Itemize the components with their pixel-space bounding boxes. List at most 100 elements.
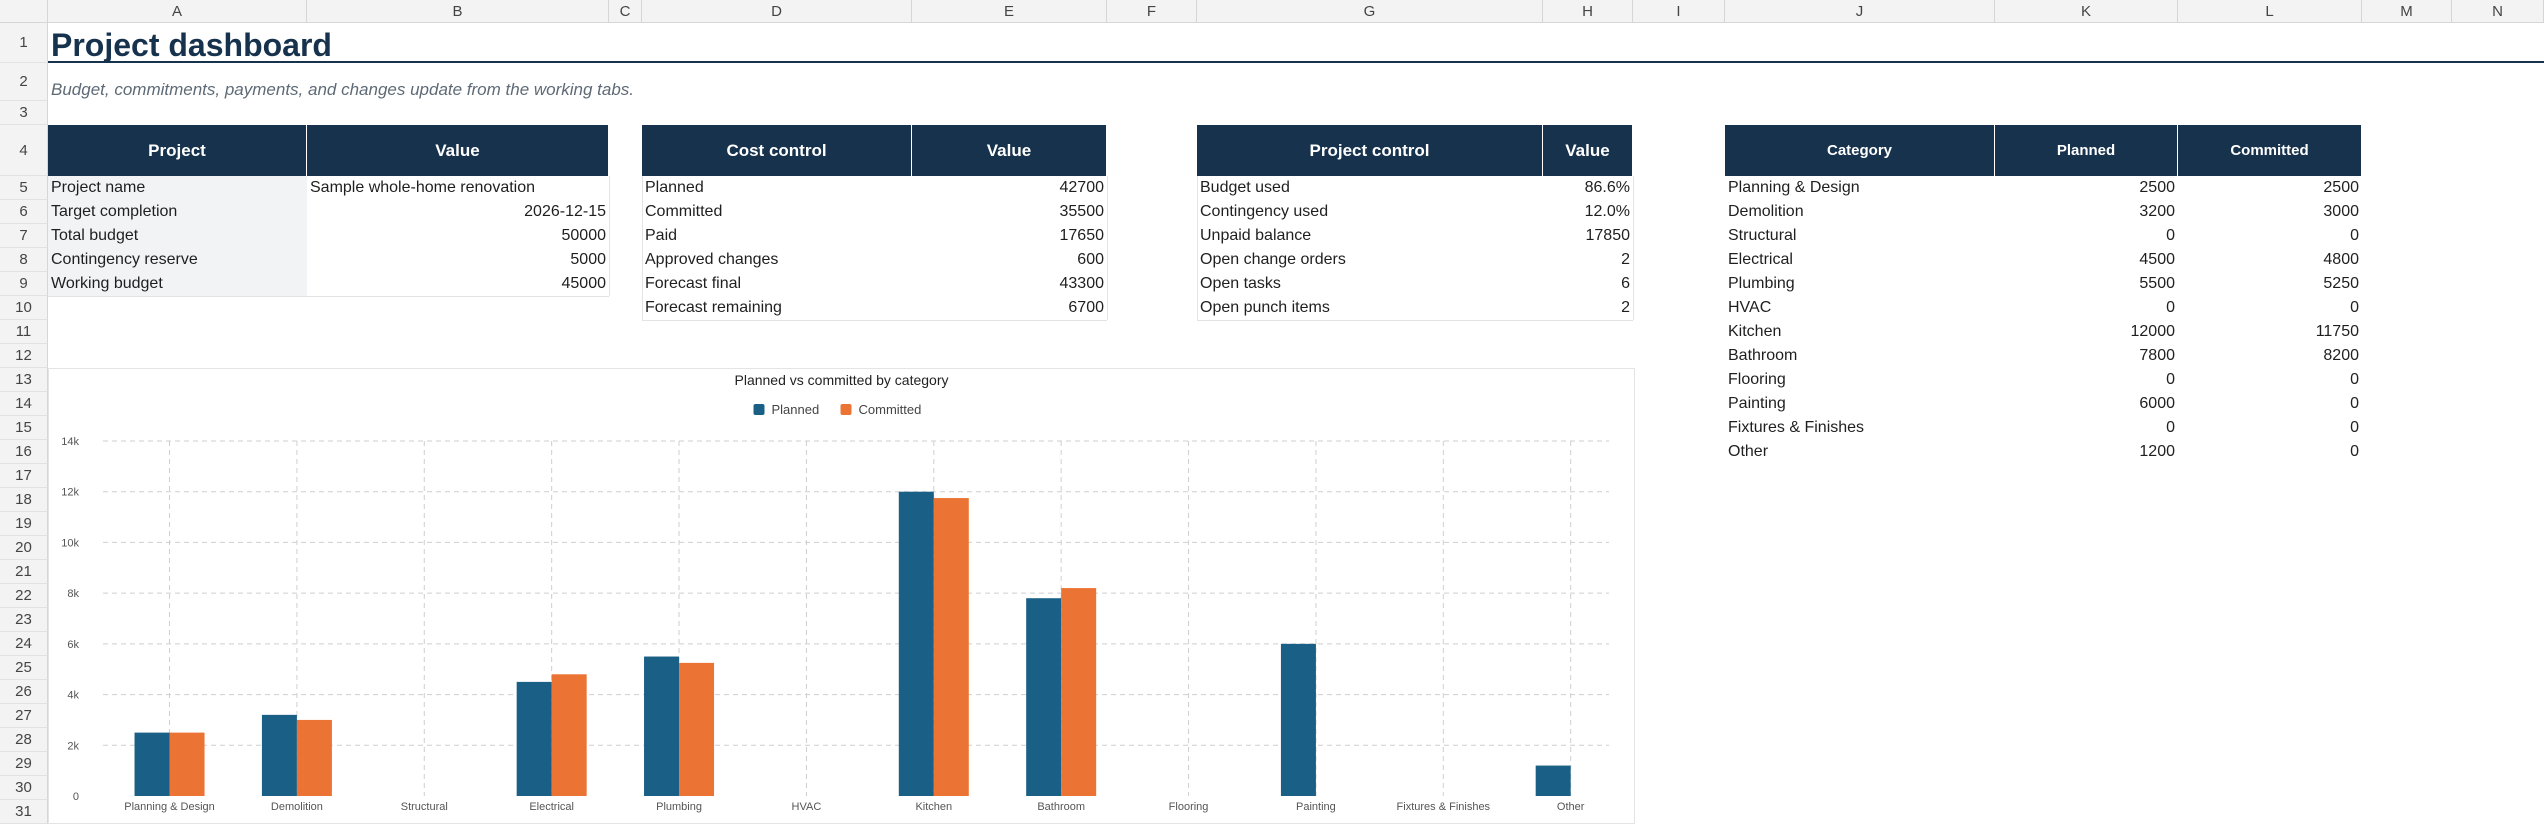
control-field-value[interactable]: 12.0% (1584, 203, 1630, 220)
control-field-value[interactable]: 86.6% (1584, 179, 1630, 196)
column-header[interactable]: B (307, 0, 609, 23)
cost-field-label[interactable]: Paid (645, 227, 678, 244)
category-planned[interactable]: 7800 (2139, 347, 2175, 364)
column-header[interactable]: A (48, 0, 307, 23)
project-field-value[interactable]: 45000 (561, 275, 607, 292)
category-planned[interactable]: 1200 (2139, 443, 2175, 460)
category-committed[interactable]: 11750 (2315, 323, 2359, 340)
category-planned[interactable]: 2500 (2139, 179, 2175, 196)
category-committed[interactable]: 4800 (2323, 251, 2359, 268)
control-field-label[interactable]: Budget used (1200, 179, 1290, 196)
row-header[interactable]: 9 (0, 272, 48, 296)
control-field-label[interactable]: Contingency used (1200, 203, 1329, 220)
category-planned[interactable]: 0 (2166, 299, 2175, 316)
category-committed[interactable]: 0 (2350, 227, 2359, 244)
row-header[interactable]: 21 (0, 560, 48, 584)
category-committed[interactable]: 3000 (2323, 203, 2359, 220)
control-value-header[interactable]: Value (1543, 125, 1633, 176)
column-header[interactable]: I (1633, 0, 1725, 23)
row-header[interactable]: 12 (0, 344, 48, 368)
column-header[interactable]: J (1725, 0, 1995, 23)
row-header[interactable]: 5 (0, 176, 48, 200)
column-header[interactable]: D (642, 0, 912, 23)
control-field-value[interactable]: 17850 (1585, 227, 1631, 244)
category-name[interactable]: Structural (1728, 227, 1797, 244)
column-header[interactable]: E (912, 0, 1107, 23)
column-header[interactable]: G (1197, 0, 1543, 23)
category-planned[interactable]: 0 (2166, 419, 2175, 436)
category-name[interactable]: Fixtures & Finishes (1728, 419, 1865, 436)
planned-header[interactable]: Planned (1995, 125, 2178, 176)
category-committed[interactable]: 0 (2350, 395, 2359, 412)
control-field-label[interactable]: Open punch items (1200, 299, 1330, 316)
category-committed[interactable]: 0 (2350, 419, 2359, 436)
category-planned[interactable]: 3200 (2139, 203, 2175, 220)
category-planned[interactable]: 0 (2166, 371, 2175, 388)
row-header[interactable]: 22 (0, 584, 48, 608)
category-committed[interactable]: 0 (2350, 299, 2359, 316)
row-header[interactable]: 16 (0, 440, 48, 464)
control-field-value[interactable]: 2 (1621, 251, 1630, 268)
control-field-label[interactable]: Open tasks (1200, 275, 1281, 292)
row-header[interactable]: 26 (0, 680, 48, 704)
row-header[interactable]: 6 (0, 200, 48, 224)
row-header[interactable]: 18 (0, 488, 48, 512)
row-header[interactable]: 25 (0, 656, 48, 680)
category-name[interactable]: Kitchen (1728, 323, 1782, 340)
category-name[interactable]: Planning & Design (1728, 179, 1860, 196)
row-header[interactable]: 1 (0, 23, 48, 63)
project-value-header[interactable]: Value (307, 125, 609, 176)
category-planned[interactable]: 6000 (2139, 395, 2175, 412)
column-header[interactable]: N (2452, 0, 2544, 23)
project-field-value[interactable]: Sample whole-home renovation (310, 179, 536, 196)
project-field-label[interactable]: Contingency reserve (48, 248, 307, 272)
category-name[interactable]: Painting (1728, 395, 1786, 412)
row-header[interactable]: 19 (0, 512, 48, 536)
row-header[interactable]: 24 (0, 632, 48, 656)
row-header[interactable]: 11 (0, 320, 48, 344)
committed-header[interactable]: Committed (2178, 125, 2362, 176)
row-header[interactable]: 13 (0, 368, 48, 392)
project-field-label[interactable]: Target completion (48, 200, 307, 224)
row-header[interactable]: 10 (0, 296, 48, 320)
category-name[interactable]: Electrical (1728, 251, 1793, 268)
project-field-label[interactable]: Project name (48, 176, 307, 200)
category-committed[interactable]: 8200 (2323, 347, 2359, 364)
row-header[interactable]: 17 (0, 464, 48, 488)
category-committed[interactable]: 0 (2350, 371, 2359, 388)
category-name[interactable]: Bathroom (1728, 347, 1798, 364)
project-field-value[interactable]: 50000 (561, 227, 607, 244)
cost-field-value[interactable]: 35500 (1059, 203, 1105, 220)
project-field-label[interactable]: Total budget (48, 224, 307, 248)
row-header[interactable]: 31 (0, 800, 48, 824)
cost-field-value[interactable]: 42700 (1059, 179, 1105, 196)
category-planned[interactable]: 12000 (2130, 323, 2176, 340)
category-header[interactable]: Category (1725, 125, 1995, 176)
cost-field-value[interactable]: 6700 (1068, 299, 1104, 316)
project-header[interactable]: Project (48, 125, 307, 176)
chart-container[interactable]: Planned vs committed by category Planned C… (48, 368, 1635, 824)
control-field-label[interactable]: Unpaid balance (1200, 227, 1312, 244)
cost-control-header[interactable]: Cost control (642, 125, 912, 176)
column-header[interactable]: H (1543, 0, 1633, 23)
row-header[interactable]: 28 (0, 728, 48, 752)
control-field-label[interactable]: Open change orders (1200, 251, 1346, 268)
cost-field-value[interactable]: 17650 (1059, 227, 1105, 244)
cost-field-label[interactable]: Planned (645, 179, 704, 196)
column-header[interactable]: M (2362, 0, 2452, 23)
category-name[interactable]: HVAC (1728, 299, 1772, 316)
category-name[interactable]: Flooring (1728, 371, 1786, 388)
project-field-value[interactable]: 5000 (570, 251, 606, 268)
row-header[interactable]: 8 (0, 248, 48, 272)
row-header[interactable]: 14 (0, 392, 48, 416)
category-committed[interactable]: 5250 (2323, 275, 2359, 292)
row-header[interactable]: 2 (0, 63, 48, 101)
control-field-value[interactable]: 2 (1621, 299, 1630, 316)
project-field-value[interactable]: 2026-12-15 (524, 203, 606, 220)
row-header[interactable]: 7 (0, 224, 48, 248)
column-header[interactable]: C (609, 0, 642, 23)
cost-field-value[interactable]: 600 (1077, 251, 1104, 268)
category-name[interactable]: Demolition (1728, 203, 1804, 220)
category-planned[interactable]: 4500 (2139, 251, 2175, 268)
row-header[interactable]: 3 (0, 101, 48, 125)
